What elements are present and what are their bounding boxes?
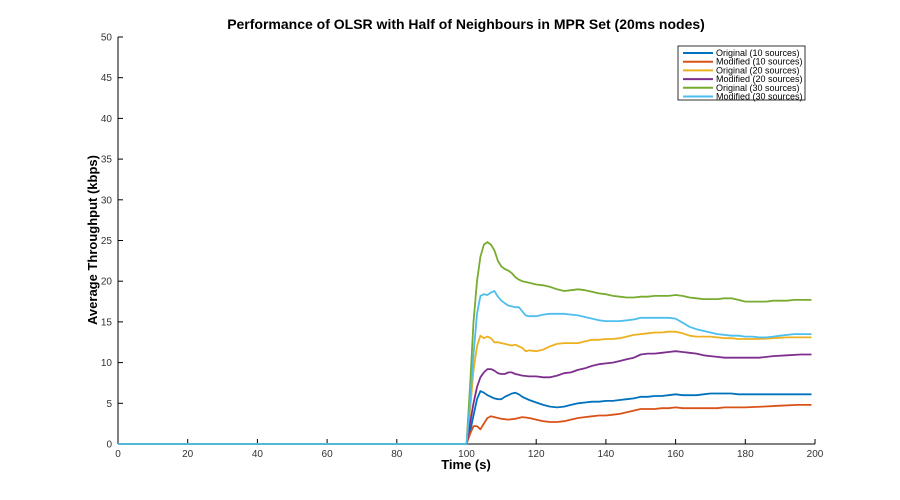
legend: Original (10 sources)Modified (10 source… — [677, 45, 806, 102]
y-tick-label: 50 — [101, 33, 113, 44]
x-tick-label: 0 — [115, 449, 121, 460]
legend-label: Original (20 sources) — [716, 65, 800, 75]
y-axis-label: Average Throughput (kbps) — [85, 155, 100, 325]
x-tick-label: 40 — [252, 449, 264, 460]
y-ticks: 0 5 10 15 20 25 30 35 40 45 50 — [101, 33, 123, 451]
x-tick-label: 60 — [322, 449, 334, 460]
x-axis-label: Time (s) — [441, 457, 491, 472]
x-tick-label: 80 — [391, 449, 403, 460]
legend-label: Original (30 sources) — [716, 83, 800, 93]
legend-label: Modified (30 sources) — [716, 92, 803, 102]
series-line — [118, 390, 812, 445]
y-tick-label: 25 — [101, 236, 113, 247]
y-tick-label: 30 — [101, 195, 113, 206]
series-line — [118, 404, 812, 445]
y-tick-label: 0 — [106, 440, 112, 451]
y-tick-label: 40 — [101, 114, 113, 125]
series-group — [118, 241, 812, 445]
y-tick-label: 35 — [101, 155, 113, 166]
series-line — [118, 350, 812, 445]
series-line — [118, 290, 812, 445]
x-tick-label: 20 — [182, 449, 194, 460]
y-tick-label: 20 — [101, 277, 113, 288]
legend-label: Original (10 sources) — [716, 48, 800, 58]
chart-title: Performance of OLSR with Half of Neighbo… — [227, 16, 705, 32]
series-line — [118, 241, 812, 445]
x-tick-label: 100 — [458, 449, 475, 460]
x-tick-label: 160 — [667, 449, 684, 460]
plot-frame — [118, 37, 815, 444]
y-tick-label: 5 — [106, 399, 112, 410]
y-tick-label: 15 — [101, 317, 113, 328]
x-tick-label: 120 — [528, 449, 545, 460]
legend-label: Modified (10 sources) — [716, 57, 803, 67]
series-line — [118, 330, 812, 445]
legend-box — [677, 45, 806, 101]
plot-area: 0 20 40 60 80 100 120 140 160 180 200 0 5 10 15 20 25 30… — [101, 33, 824, 461]
y-tick-label: 10 — [101, 358, 113, 369]
y-tick-label: 45 — [101, 73, 113, 84]
x-tick-label: 200 — [807, 449, 824, 460]
x-tick-label: 140 — [598, 449, 615, 460]
x-tick-label: 180 — [737, 449, 754, 460]
legend-label: Modified (20 sources) — [716, 74, 803, 84]
